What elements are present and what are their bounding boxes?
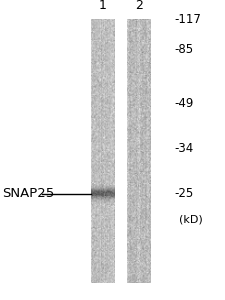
Text: -85: -85 [173, 43, 192, 56]
Text: 1: 1 [99, 0, 106, 12]
Text: -25: -25 [173, 187, 192, 200]
Text: SNAP25: SNAP25 [2, 187, 54, 200]
Text: -117: -117 [173, 13, 200, 26]
Text: (kD): (kD) [178, 214, 201, 224]
Text: 2: 2 [135, 0, 142, 12]
Text: -34: -34 [173, 142, 192, 155]
Text: -49: -49 [173, 97, 193, 110]
